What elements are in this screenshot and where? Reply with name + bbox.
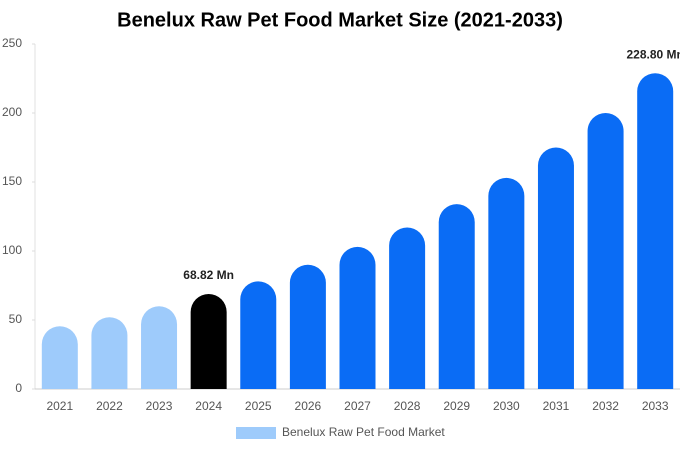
bar [537,147,574,389]
y-tick-label: 100 [2,243,22,257]
x-tick-label: 2027 [344,399,371,413]
x-tick-label: 2024 [195,399,222,413]
x-tick-label: 2022 [96,399,123,413]
x-tick-label: 2028 [394,399,421,413]
bar [289,264,326,389]
x-tick-label: 2032 [592,399,619,413]
bar [488,177,525,389]
x-tick-label: 2031 [543,399,570,413]
bar [41,326,78,389]
legend-swatch [236,427,276,439]
value-label: 228.80 Mn [627,47,680,61]
x-tick-label: 2029 [443,399,470,413]
x-tick-label: 2030 [493,399,520,413]
y-tick-label: 50 [9,312,23,326]
bar [339,246,376,389]
x-tick-label: 2025 [245,399,272,413]
value-label: 68.82 Mn [183,268,234,282]
bar [240,281,277,389]
x-tick-label: 2021 [46,399,73,413]
y-tick-label: 150 [2,174,22,188]
bar [141,306,178,389]
y-tick-label: 200 [2,105,22,119]
bar [91,317,128,389]
x-tick-label: 2026 [295,399,322,413]
y-tick-label: 250 [2,36,22,50]
bar [637,73,674,390]
bar [389,227,426,389]
legend-label: Benelux Raw Pet Food Market [282,425,445,439]
bar [438,204,475,389]
x-tick-label: 2023 [146,399,173,413]
x-tick-label: 2033 [642,399,669,413]
chart-title: Benelux Raw Pet Food Market Size (2021-2… [117,9,563,31]
bar [190,294,227,389]
y-tick-label: 0 [15,381,22,395]
bar [587,113,624,389]
